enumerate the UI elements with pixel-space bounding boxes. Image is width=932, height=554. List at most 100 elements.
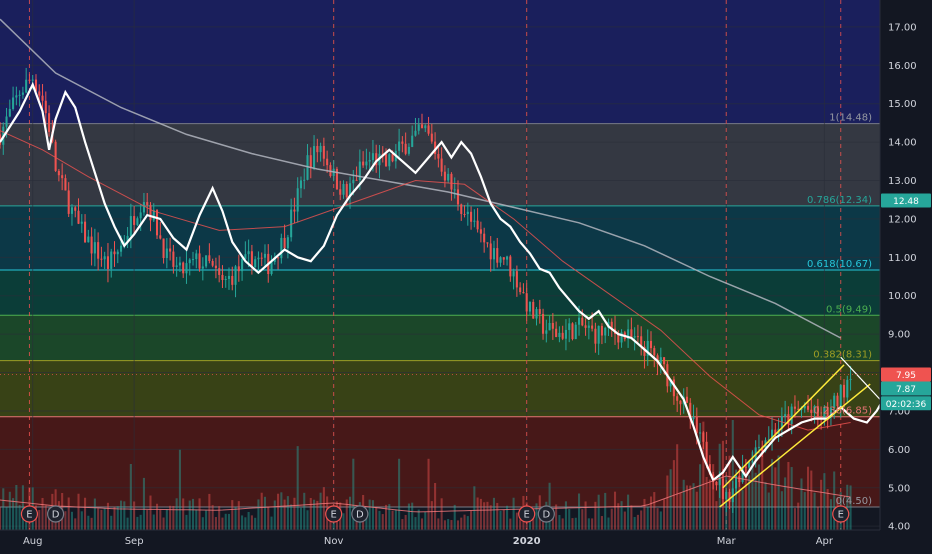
candle-body (142, 202, 145, 213)
price-tick-label: 12.00 (888, 214, 917, 225)
candle-body (129, 216, 132, 236)
volume-bar (2, 488, 5, 530)
volume-bar (87, 515, 90, 530)
volume-bar (159, 509, 162, 530)
candle-body (237, 266, 240, 272)
dividend-marker[interactable] (537, 505, 555, 523)
volume-bar (15, 484, 18, 530)
candle-body (780, 416, 783, 429)
candle-body (826, 406, 829, 418)
volume-bar (224, 513, 227, 530)
volume-bar (70, 511, 74, 530)
volume-bar (506, 505, 509, 530)
candle-body (201, 266, 204, 269)
price-tick-label: 6.00 (888, 445, 910, 456)
candle-body (839, 384, 842, 407)
volume-bar (568, 509, 571, 530)
candle-body (787, 414, 790, 425)
volume-bar (512, 497, 515, 530)
price-tick-label: 11.00 (888, 253, 917, 264)
volume-bar (440, 498, 443, 530)
volume-bar (689, 485, 692, 530)
candle-body (90, 236, 93, 254)
volume-bar (244, 517, 247, 530)
candle-body (113, 251, 116, 255)
volume-bar (764, 482, 767, 530)
candle-body (70, 207, 74, 214)
candle-body (571, 323, 574, 340)
volume-bar (679, 492, 682, 530)
candle-body (41, 95, 44, 101)
volume-bar (411, 502, 414, 530)
channel-lower-line (719, 383, 871, 508)
candle-body (126, 235, 129, 243)
candle-body (391, 154, 394, 162)
volume-bar (597, 494, 600, 530)
earnings-marker[interactable] (20, 505, 39, 523)
candle-body (224, 278, 227, 281)
dividend-marker[interactable] (351, 505, 369, 523)
volume-bar (309, 497, 312, 530)
price-badge-label: 7.87 (896, 385, 916, 395)
candle-body (198, 253, 201, 269)
event-marker-label: D (52, 510, 60, 521)
volume-bar (208, 493, 211, 530)
volume-bar (241, 515, 244, 530)
volume-bar (577, 493, 581, 530)
volume-bar (676, 444, 679, 530)
candle-body (460, 204, 463, 214)
volume-bar (708, 479, 711, 530)
volume-bar (191, 498, 195, 530)
price-badge (881, 193, 931, 208)
volume-bar (237, 501, 240, 530)
grid-lines (0, 0, 880, 530)
earnings-marker[interactable] (518, 505, 536, 523)
candle-body (277, 257, 280, 259)
volume-bar (656, 508, 659, 530)
volume-bar (502, 509, 505, 530)
volume-bar (744, 463, 747, 530)
volume-bar (751, 451, 754, 530)
candle-body (757, 446, 760, 448)
volume-bar (254, 517, 257, 530)
candle-body (574, 324, 577, 340)
candle-body (551, 322, 554, 329)
volume-bar (447, 519, 450, 530)
volume-bar (398, 458, 401, 530)
price-tick-label: 17.00 (888, 22, 917, 33)
volume-bar (715, 501, 718, 530)
price-axis[interactable]: 4.005.006.007.008.009.0010.0011.0012.001… (879, 0, 932, 550)
candle-body (362, 161, 365, 166)
earnings-marker[interactable] (325, 505, 343, 523)
candle-body (502, 257, 505, 260)
volume-bar (646, 507, 649, 530)
volume-bar (0, 507, 2, 530)
volume-bar (424, 511, 427, 530)
price-tick-label: 16.00 (888, 61, 917, 72)
candle-body (133, 216, 136, 225)
candle-body (620, 332, 623, 343)
volume-bar (519, 519, 522, 530)
fib-band-0.618 (0, 269, 880, 316)
volume-bar (120, 500, 123, 530)
candle-body (725, 491, 728, 499)
dividend-marker[interactable] (47, 505, 65, 523)
indicator-lines (0, 18, 880, 513)
price-badge (881, 367, 931, 382)
candle-body (401, 141, 404, 144)
volume-bar (604, 492, 607, 530)
volume-bar (450, 520, 453, 530)
price-tick-label: 15.00 (888, 99, 917, 110)
time-axis[interactable]: AugSepNov2020MarAprJunJulAug (0, 529, 932, 550)
volume-bar (793, 508, 796, 530)
candle-body (430, 133, 433, 142)
candle-body (227, 275, 231, 279)
volume-bar (669, 469, 672, 530)
volume-bar (67, 497, 70, 530)
earnings-marker[interactable] (832, 505, 850, 523)
candle-body (316, 146, 319, 153)
candle-body (561, 332, 564, 339)
